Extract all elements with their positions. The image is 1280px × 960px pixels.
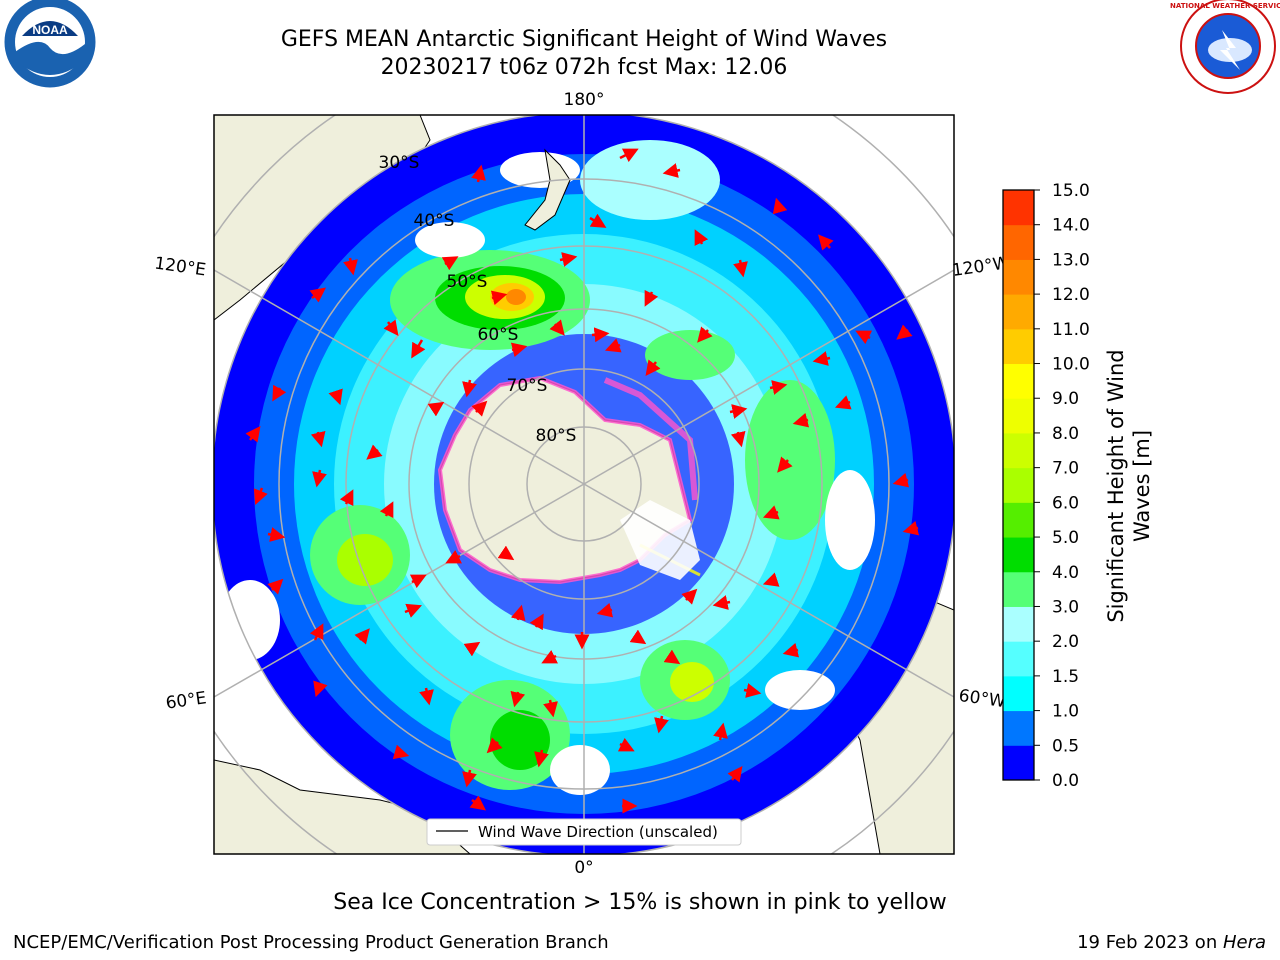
- lat-label-50s: 50°S: [447, 272, 488, 292]
- map-area: Wind Wave Direction (unscaled): [214, 115, 954, 854]
- colorbar-segment: [1003, 467, 1034, 503]
- lon-label-120w: 120°W: [951, 253, 1011, 281]
- colorbar-tick-label: 10.0: [1052, 355, 1090, 375]
- colorbar-tick-label: 2.0: [1052, 632, 1079, 652]
- colorbar-label-line1: Significant Height of Wind: [1104, 349, 1128, 623]
- lat-label-80s: 80°S: [536, 426, 577, 446]
- colorbar-segment: [1003, 502, 1034, 538]
- colorbar-tick-label: 13.0: [1052, 250, 1090, 270]
- colorbar-segment: [1003, 432, 1034, 469]
- lon-label-60w: 60°W: [957, 686, 1006, 712]
- lon-label-60e: 60°E: [165, 688, 208, 713]
- colorbar: 0.0 0.5 1.0 1.5 2.0 3.0 4.0 5.0 6.0 7.0 8.0 9.0 10.0…: [1002, 181, 1090, 791]
- sea-ice-caption: Sea Ice Concentration > 15% is shown in …: [333, 890, 947, 915]
- colorbar-tick-label: 3.0: [1052, 597, 1079, 617]
- wave-direction-arrows: [245, 148, 920, 814]
- colorbar-segment: [1003, 224, 1034, 260]
- footer-date-text: 19 Feb 2023 on: [1077, 932, 1223, 953]
- lat-label-60s: 60°S: [478, 325, 519, 345]
- colorbar-segment: [1003, 363, 1034, 399]
- colorbar-tick-label: 8.0: [1052, 424, 1079, 444]
- colorbar-segment: [1003, 328, 1034, 365]
- colorbar-segment: [1003, 190, 1034, 226]
- colorbar-segment: [1003, 641, 1034, 677]
- colorbar-segment: [1003, 675, 1034, 712]
- footer-branch: NCEP/EMC/Verification Post Processing Pr…: [13, 932, 609, 953]
- colorbar-segment: [1003, 710, 1034, 746]
- lon-label-120e: 120°E: [153, 254, 207, 281]
- nws-logo-icon: NATIONAL WEATHER SERVICE: [1170, 0, 1280, 94]
- colorbar-tick-label: 14.0: [1052, 216, 1090, 236]
- colorbar-tick-label: 12.0: [1052, 285, 1090, 305]
- lat-label-40s: 40°S: [414, 211, 455, 231]
- chart-title: GEFS MEAN Antarctic Significant Height o…: [280, 27, 888, 52]
- colorbar-tick-label: 4.0: [1052, 563, 1079, 583]
- noaa-logo-text: NOAA: [32, 23, 68, 37]
- colorbar-tick-label: 1.0: [1052, 702, 1079, 722]
- colorbar-frame: [1002, 189, 1035, 781]
- colorbar-segment: [1003, 537, 1034, 573]
- colorbar-tick-label: 7.0: [1052, 459, 1079, 479]
- footer-machine: Hera: [1222, 932, 1266, 953]
- colorbar-tick-label: 9.0: [1052, 389, 1079, 409]
- colorbar-segment: [1003, 259, 1034, 295]
- colorbar-tick-label: 11.0: [1052, 320, 1090, 340]
- graticule: [214, 115, 954, 854]
- map-frame: [213, 114, 955, 855]
- colorbar-label-line2: Waves [m]: [1130, 429, 1154, 543]
- lon-label-180: 180°: [564, 90, 605, 110]
- noaa-logo-icon: NOAA: [3, 0, 97, 89]
- colorbar-segment: [1003, 571, 1034, 607]
- colorbar-segment: [1003, 606, 1034, 642]
- chart-subtitle: 20230217 t06z 072h fcst Max: 12.06: [380, 55, 788, 80]
- lat-label-70s: 70°S: [507, 376, 548, 396]
- colorbar-segment: [1003, 745, 1034, 781]
- footer-date: 19 Feb 2023 on Hera: [1077, 932, 1266, 953]
- colorbar-tick-label: 1.5: [1052, 667, 1079, 687]
- colorbar-tick-label: 0.5: [1052, 736, 1079, 756]
- colorbar-segment: [1003, 294, 1034, 330]
- legend-label: Wind Wave Direction (unscaled): [478, 823, 718, 841]
- lat-label-30s: 30°S: [379, 153, 420, 173]
- colorbar-tick-label: 6.0: [1052, 493, 1079, 513]
- colorbar-tick-label: 15.0: [1052, 181, 1090, 201]
- colorbar-tick-label: 0.0: [1052, 771, 1079, 791]
- nws-logo-text: NATIONAL WEATHER SERVICE: [1170, 2, 1280, 10]
- colorbar-segment: [1003, 398, 1034, 434]
- lon-label-0: 0°: [574, 858, 593, 878]
- colorbar-tick-label: 5.0: [1052, 528, 1079, 548]
- legend: Wind Wave Direction (unscaled): [426, 818, 742, 846]
